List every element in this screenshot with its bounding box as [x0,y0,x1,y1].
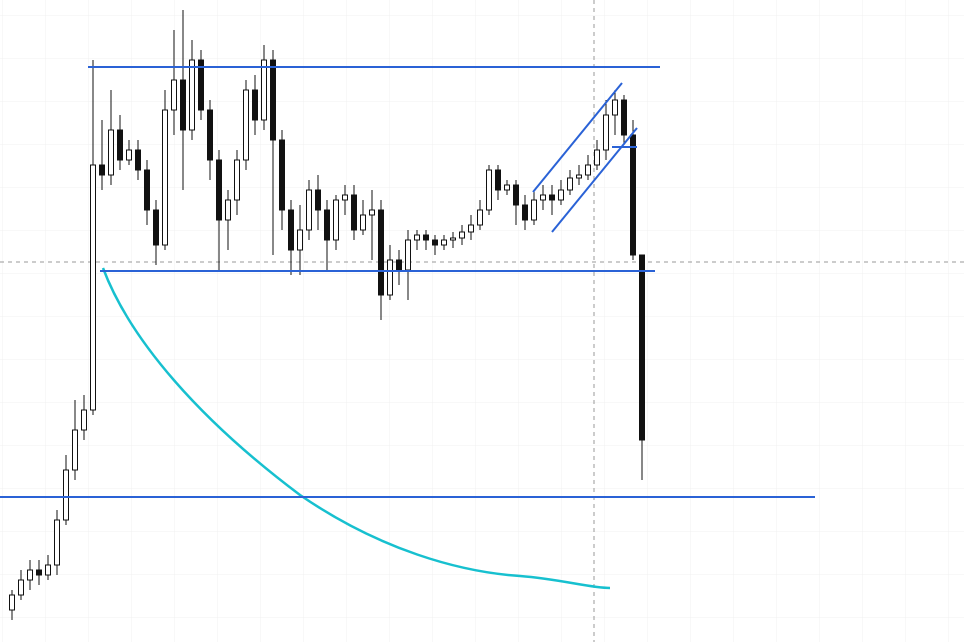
candle-body [342,194,348,201]
curve [101,267,611,590]
candle-body [522,204,528,221]
candle-body [486,169,492,211]
candle-body [306,189,312,231]
candle-body [504,184,510,191]
candle-body [612,99,618,116]
candle-body [45,564,51,576]
candle-body [288,209,294,251]
candle-body [621,99,627,136]
candle-body [423,234,429,241]
candle-body [117,129,123,161]
candle-body [324,209,330,241]
candle-body [18,579,24,596]
candle-body [558,189,564,201]
candle-body [27,569,33,581]
candle-body [90,164,96,411]
candle-body [252,89,258,121]
candle-body [315,189,321,211]
candle-body [576,174,582,179]
candle-body [135,149,141,171]
channel-line [532,82,623,193]
candle-body [639,254,645,441]
candle-body [594,149,600,166]
candles [9,10,645,620]
candle-body [198,59,204,111]
candle-body [441,239,447,246]
candle-body [378,209,384,296]
candle-body [270,59,276,141]
candle-body [243,89,249,161]
candle-body [450,237,456,241]
candle-body [540,194,546,201]
candle-body [153,209,159,246]
candle-body [297,229,303,251]
candle-body [432,239,438,246]
candle-body [567,177,573,191]
candle-body [351,194,357,231]
candle-body [585,164,591,176]
candle-body [171,79,177,111]
channel-line [551,127,638,233]
candle-body [81,409,87,431]
candle-body [126,149,132,161]
candle-body [495,169,501,191]
candle-body [63,469,69,521]
candle-body [603,114,609,151]
candle-body [477,209,483,226]
candle-body [333,199,339,241]
candle-body [9,594,15,611]
candle-body [387,259,393,296]
candle-body [360,214,366,231]
candle-body [189,59,195,131]
candle-body [396,259,402,271]
candle-body [162,109,168,246]
candle-body [459,231,465,239]
candle-body [279,139,285,211]
candle-body [144,169,150,211]
candle-body [405,239,411,271]
candle-body [234,159,240,201]
candle-body [216,159,222,221]
candle-body [468,224,474,233]
candle-body [369,209,375,216]
candle-body [630,134,636,256]
candle-body [225,199,231,221]
candle-body [72,429,78,471]
candle-body [54,519,60,566]
candle-body [414,234,420,241]
candle-body [180,79,186,131]
candle-body [36,569,42,576]
candle-body [99,164,105,176]
candle-body [261,59,267,121]
candle-body [108,129,114,176]
candle-body [513,184,519,206]
candle-body [531,199,537,221]
candle-body [549,194,555,201]
candle-body [207,109,213,161]
